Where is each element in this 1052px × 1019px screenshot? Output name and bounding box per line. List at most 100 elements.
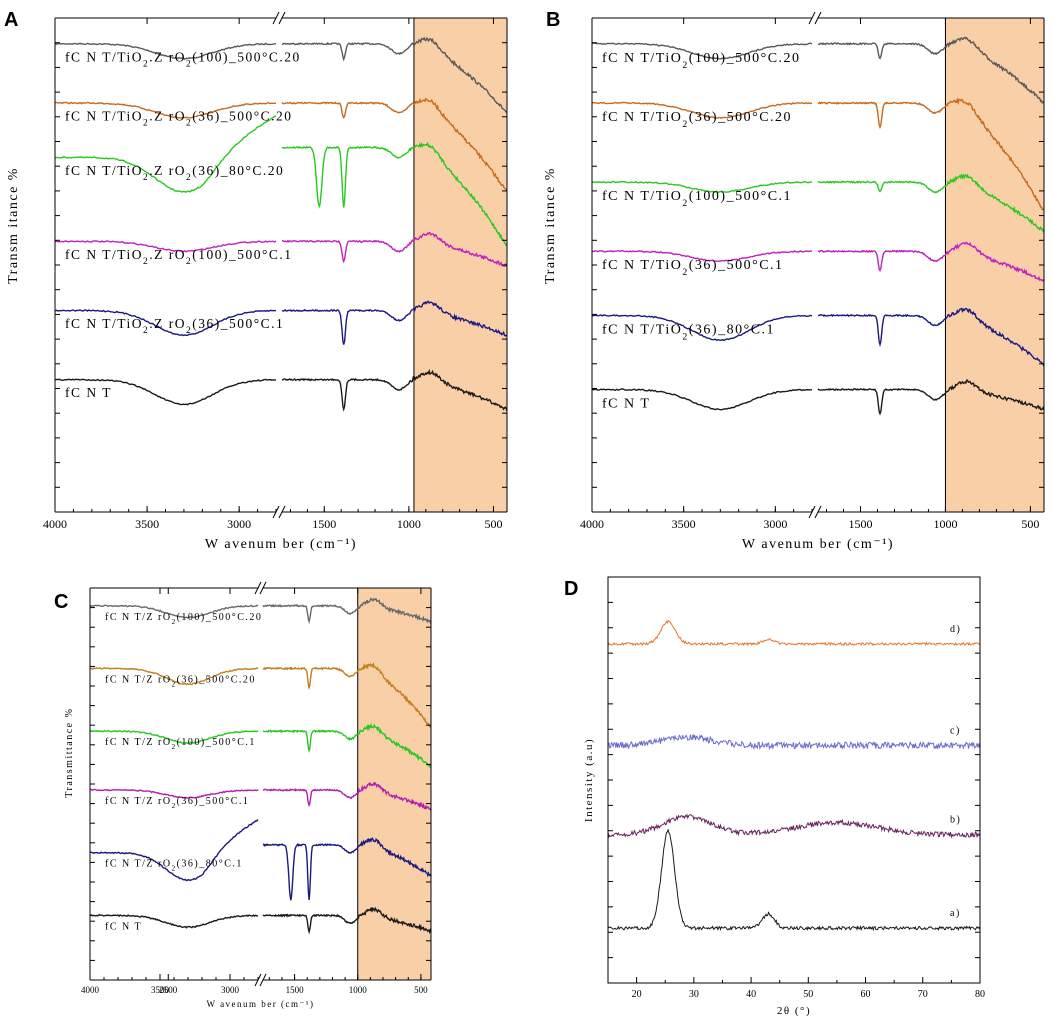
series-3 (607, 813, 981, 839)
legend-label: fC N T/TiO2.Z rO2(36)_80°C.20 (65, 163, 284, 183)
legend-label-part: fC N T/TiO (65, 247, 143, 262)
legend-label-part: fC N T/Z rO (105, 796, 172, 807)
legend-label: fC N T (602, 397, 650, 412)
x-tick-label: 2500 (159, 985, 178, 995)
series-line-segment (818, 307, 1045, 367)
x-tick-label: 1500 (848, 517, 872, 531)
legend-label: fC N T/TiO2(36)_80°C.1 (602, 322, 775, 342)
x-axis-label: W avenum ber (cm⁻¹) (205, 537, 357, 552)
legend-label-part: 2 (143, 173, 149, 183)
legend-label-part: (36)_500°C.20 (177, 674, 256, 685)
legend-label-part: 2 (143, 257, 149, 267)
series-line-segment (262, 837, 432, 901)
axis-break-mark (272, 11, 280, 25)
legend-label: fC N T/Z rO2(36)_500°C.20 (105, 674, 256, 688)
x-axis-label: W avenum ber (cm⁻¹) (206, 999, 314, 1009)
legend-label-part: (100)_500°C.1 (177, 737, 256, 748)
x-tick-label: 70 (918, 989, 928, 1000)
legend-label: fC N T/TiO2(36)_500°C.1 (602, 258, 784, 278)
legend-label-part: (36)_500°C.20 (689, 110, 792, 125)
x-axis-label: 2θ (°) (777, 1005, 811, 1017)
legend-label-part: fC N T/TiO (65, 49, 143, 64)
x-tick-label: 30 (689, 989, 699, 1000)
series-line-segment (281, 300, 508, 345)
series-line-segment (282, 231, 508, 268)
series-line-segment (262, 597, 432, 625)
legend-label: fC N T/Z rO2(36)_500°C.1 (105, 796, 249, 810)
x-tick-label: 20 (632, 989, 642, 1000)
series-line-segment (281, 141, 508, 247)
legend-label-part: fC N T/TiO (602, 110, 682, 125)
series-5 (592, 307, 1045, 367)
legend-label: fC N T/TiO2.Z rO2(100)_500°C.1 (65, 247, 293, 267)
series-line-segment (281, 97, 508, 192)
y-axis-label: Transmittance % (64, 708, 75, 798)
x-tick-label: 40 (746, 989, 756, 1000)
series-5 (90, 819, 432, 901)
series-line (607, 828, 981, 932)
series-line-segment (262, 661, 432, 728)
panel-letter-a: A (4, 9, 18, 31)
series-5 (54, 300, 508, 345)
series-line-segment (591, 180, 813, 194)
series-3 (89, 722, 432, 769)
legend-label-part: (36)_500°C.1 (192, 316, 284, 331)
y-axis-label: Intensity (a.u) (583, 738, 595, 822)
axes-frame (591, 11, 1045, 519)
x-tick-label: 1000 (397, 517, 421, 531)
axis-break-mark (278, 11, 286, 25)
legend-label-part: .Z rO (149, 109, 186, 124)
legend-label: fC N T/TiO2.Z rO2(36)_500°C.20 (65, 109, 293, 129)
legend-label-part: .Z rO (149, 163, 186, 178)
series-6 (89, 906, 432, 935)
legend-label: fC N T/TiO2(36)_500°C.20 (602, 110, 792, 130)
series-line-segment (591, 42, 813, 60)
legend-label-part: 2 (682, 59, 688, 70)
series-line-segment (54, 240, 277, 253)
legend-label-part: (36)_80°C.1 (177, 859, 243, 870)
legend-label-part: 2 (186, 257, 192, 267)
panel-letter-b: B (546, 9, 560, 31)
legend-label-part: 2 (186, 326, 192, 336)
series-1 (591, 36, 1045, 105)
x-tick-label: 3500 (151, 985, 170, 995)
legend-label: fC N T (65, 385, 112, 400)
legend-label-part: fC N T/Z rO (105, 737, 172, 748)
legend-label-part: .Z rO (149, 49, 186, 64)
panel-letter-d: D (564, 578, 578, 600)
series-1 (54, 36, 508, 113)
x-tick-label: 500 (414, 985, 428, 995)
legend-label-part: fC N T/TiO (602, 189, 682, 204)
series-line-segment (90, 819, 259, 882)
x-tick-label: 1500 (312, 517, 336, 531)
panel-d: Dd) c) b) a) 20 30 40 50 60 70 80 2θ (°) Intensity (… (564, 576, 985, 1017)
series-label: c) (950, 725, 961, 736)
x-tick-label: 1000 (933, 517, 957, 531)
legend-label-part: 2 (172, 618, 177, 626)
x-tick-label: 3000 (227, 517, 251, 531)
legend-label-part: fC N T/Z rO (105, 674, 172, 685)
legend-label-part: fC N T (602, 397, 650, 412)
legend-label-part: (36)_500°C.20 (192, 109, 292, 124)
legend-label-part: .Z rO (149, 316, 186, 331)
legend-label-part: 2 (172, 743, 177, 751)
legend-label-part: 2 (172, 680, 177, 688)
y-axis-label: Transm itance % (543, 167, 558, 284)
plot-frame (607, 576, 981, 984)
x-tick-label: 3000 (763, 517, 787, 531)
series-2 (607, 734, 981, 751)
series-line-segment (54, 115, 277, 193)
legend-label: fC N T (105, 921, 142, 932)
series-line-segment (89, 914, 259, 929)
series-line-segment (55, 101, 277, 119)
x-tick-label: 3500 (135, 517, 159, 531)
legend-label-part: fC N T/TiO (65, 109, 143, 124)
series-line-segment (262, 906, 432, 935)
legend-label: fC N T/TiO2(100)_500°C.20 (602, 51, 801, 70)
x-tick-label: 1000 (349, 985, 368, 995)
axis-break-mark (259, 581, 267, 595)
series-line-segment (89, 604, 259, 619)
axes-frame (89, 581, 432, 987)
legend-label-part: fC N T/Z rO (105, 612, 172, 623)
x-tick-label: 4000 (580, 517, 604, 531)
